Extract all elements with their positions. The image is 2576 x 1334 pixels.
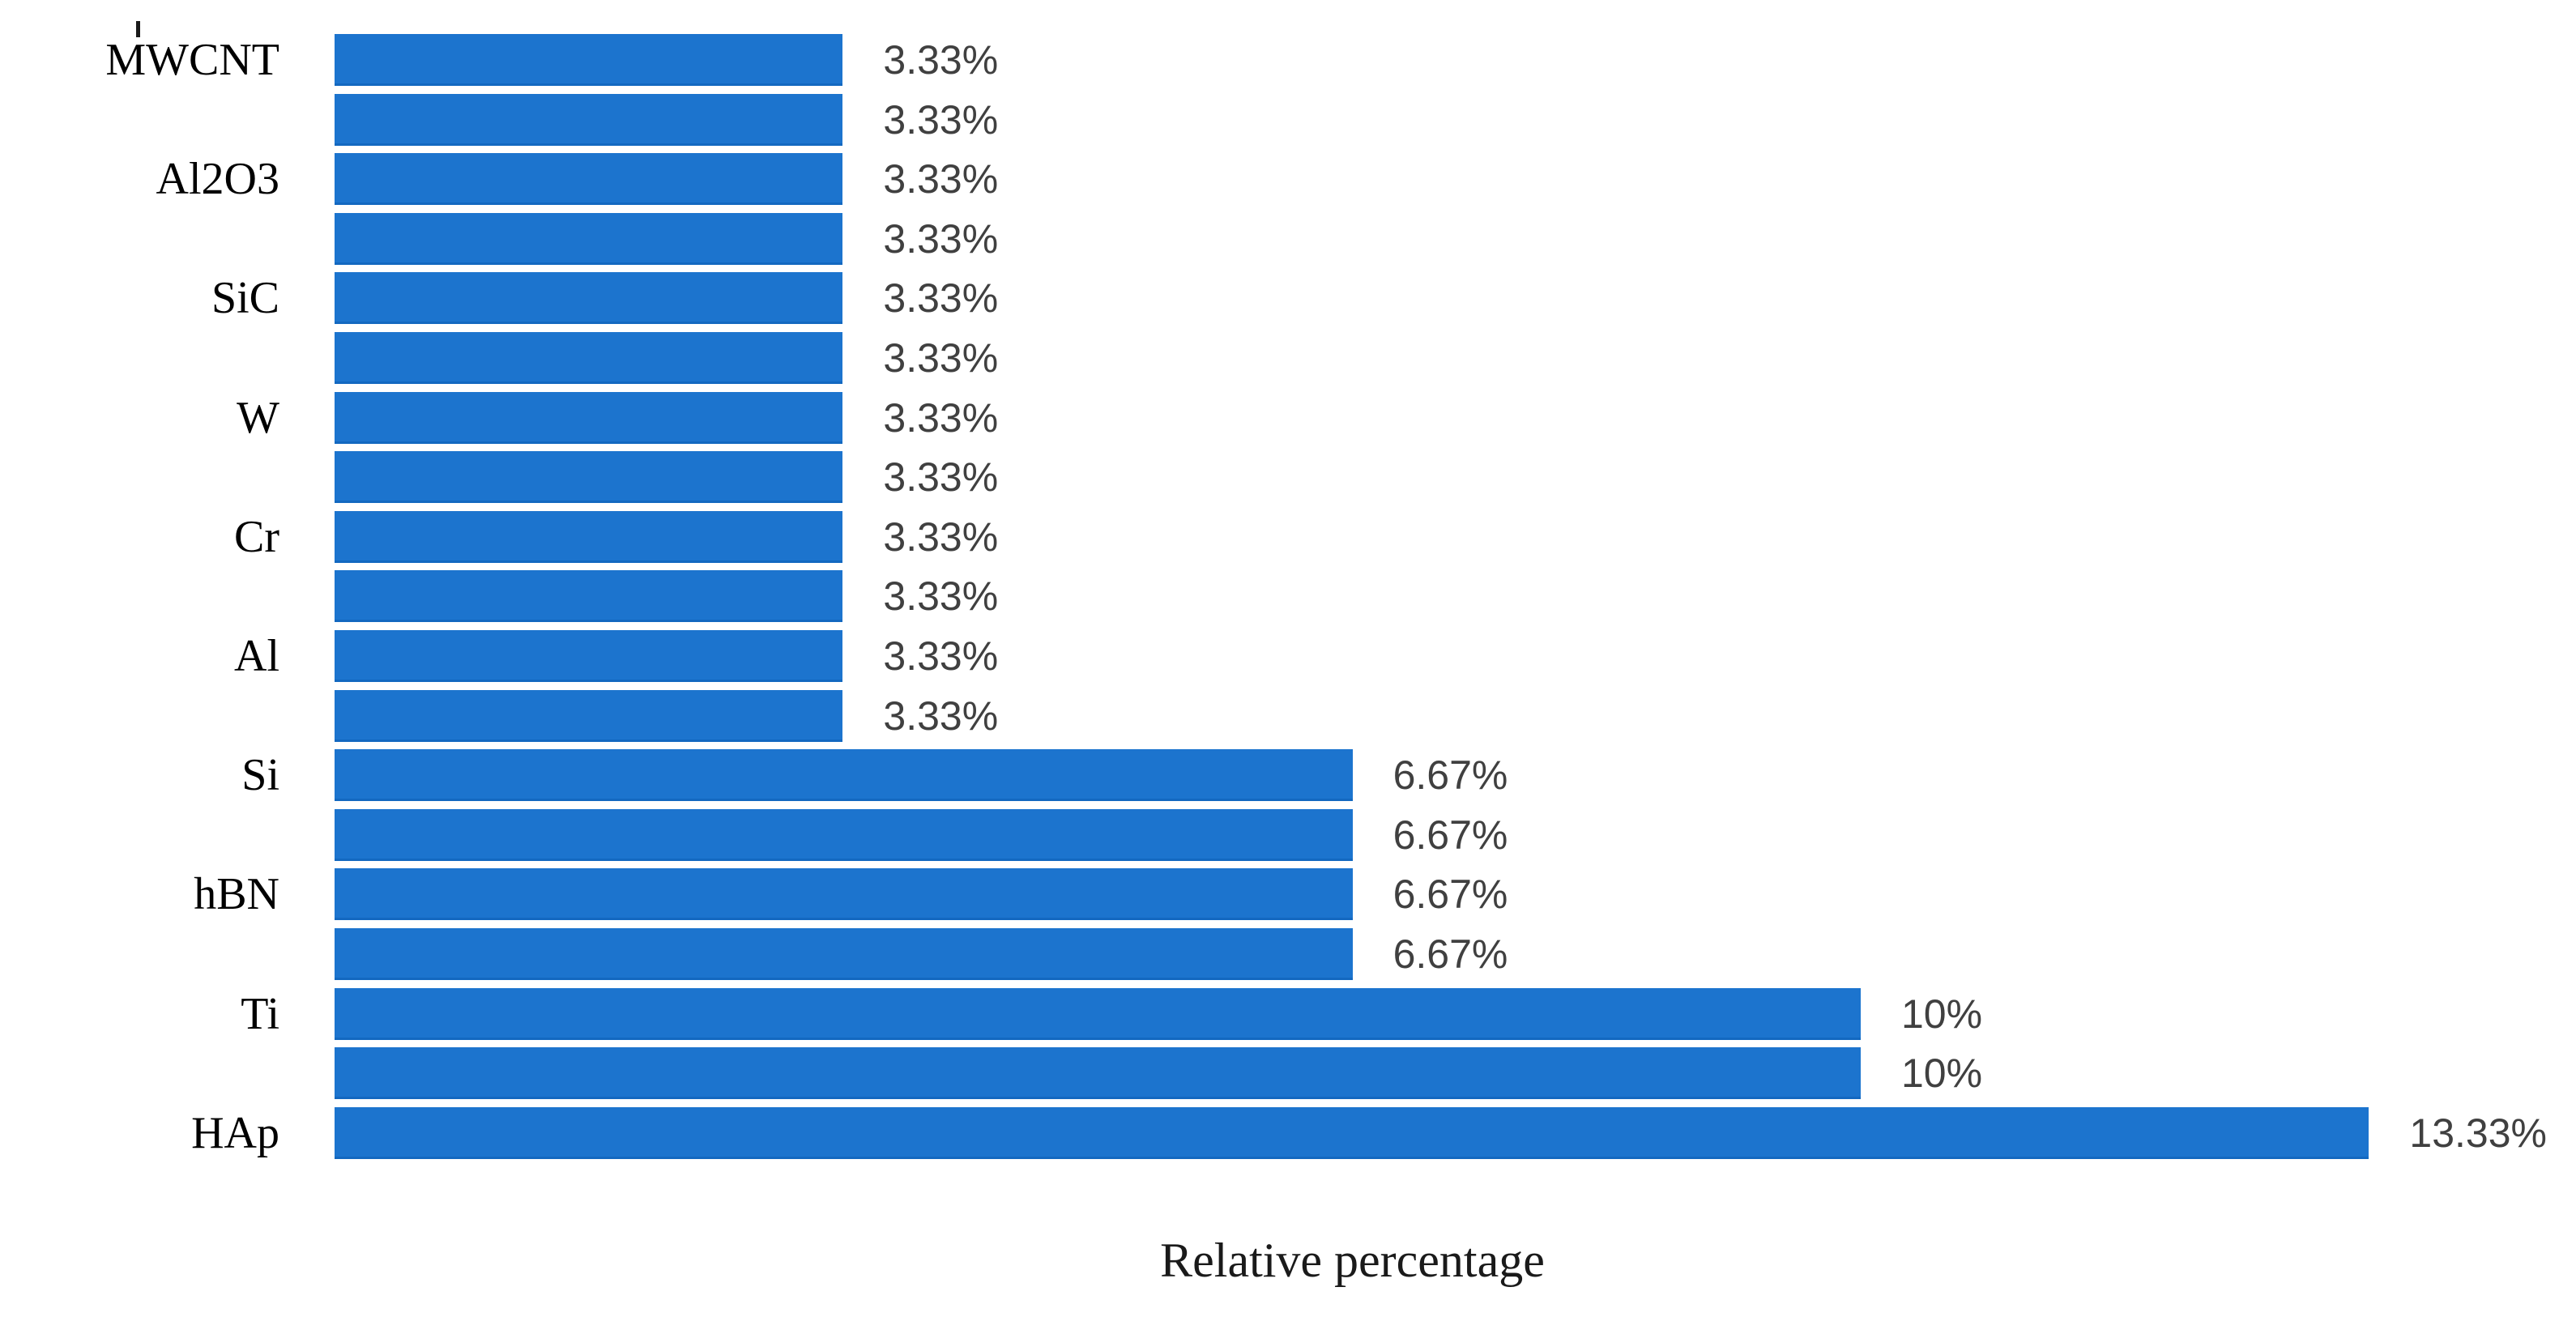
bar-row: 10% (0, 1047, 2576, 1100)
value-label: 3.33% (883, 454, 999, 501)
category-label: SiC (211, 273, 279, 324)
bar-row: hBN 6.67% (0, 868, 2576, 921)
value-label: 3.33% (883, 394, 999, 441)
bar (335, 749, 1353, 802)
bar (335, 808, 1353, 861)
bar (335, 272, 843, 325)
bar (335, 212, 843, 265)
bar (335, 630, 843, 682)
bar (335, 34, 843, 86)
category-label (0, 213, 279, 265)
stray-tick-mark (136, 21, 140, 37)
bar-row: 3.33% (0, 212, 2576, 265)
bar (335, 510, 843, 563)
bar-row: SiC 3.33% (0, 272, 2576, 325)
bar (335, 868, 1353, 921)
bar-row: 3.33% (0, 332, 2576, 384)
bar (335, 451, 843, 504)
bar-row: Al 3.33% (0, 630, 2576, 682)
value-label: 3.33% (883, 215, 999, 262)
value-label: 3.33% (883, 693, 999, 739)
value-label: 6.67% (1392, 872, 1508, 918)
bar-row: Cr 3.33% (0, 510, 2576, 563)
bar (335, 1047, 1861, 1100)
value-label: 6.67% (1392, 931, 1508, 977)
bar-row: 3.33% (0, 93, 2576, 146)
category-label (0, 94, 279, 146)
bar-row: 6.67% (0, 808, 2576, 861)
category-label: MWCNT (105, 35, 279, 85)
value-label: 3.33% (883, 514, 999, 560)
category-label (0, 570, 279, 622)
bar (335, 1106, 2369, 1159)
value-label: 10% (1901, 991, 1983, 1037)
category-label (0, 451, 279, 503)
value-label: 3.33% (883, 156, 999, 202)
bar-row: MWCNT 3.33% (0, 34, 2576, 86)
bar-row: 3.33% (0, 451, 2576, 504)
value-label: 3.33% (883, 37, 999, 83)
value-label: 6.67% (1392, 752, 1508, 799)
bar-row: 6.67% (0, 928, 2576, 980)
bar (335, 332, 843, 384)
category-label: W (237, 392, 279, 443)
category-label (0, 690, 279, 742)
value-label: 13.33% (2409, 1110, 2547, 1156)
category-label: Si (241, 750, 279, 801)
value-label: 10% (1901, 1051, 1983, 1097)
bar-row: Si 6.67% (0, 749, 2576, 802)
bar (335, 391, 843, 444)
value-label: 3.33% (883, 633, 999, 679)
category-label: Al (234, 631, 279, 681)
bar (335, 570, 843, 623)
bar-row: Al2O3 3.33% (0, 153, 2576, 206)
bar (335, 689, 843, 742)
value-label: 3.33% (883, 275, 999, 322)
category-label (0, 332, 279, 384)
bar (335, 153, 843, 206)
category-label: Al2O3 (156, 154, 279, 205)
x-axis-title: Relative percentage (1160, 1234, 1545, 1287)
bar (335, 928, 1353, 980)
bar-row: W 3.33% (0, 391, 2576, 444)
category-label (0, 1047, 279, 1099)
category-label: Cr (234, 511, 279, 562)
value-label: 3.33% (883, 573, 999, 620)
value-label: 3.33% (883, 96, 999, 143)
category-label (0, 928, 279, 980)
bar-row: 3.33% (0, 689, 2576, 742)
category-label (0, 809, 279, 861)
category-label: hBN (194, 869, 279, 920)
category-label: Ti (241, 988, 279, 1039)
bar-row: HAp 13.33% (0, 1106, 2576, 1159)
value-label: 6.67% (1392, 812, 1508, 858)
category-label: HAp (191, 1107, 279, 1158)
bar (335, 987, 1861, 1040)
bar-row: Ti 10% (0, 987, 2576, 1040)
value-label: 3.33% (883, 335, 999, 381)
bar-row: 3.33% (0, 570, 2576, 623)
bar (335, 93, 843, 146)
